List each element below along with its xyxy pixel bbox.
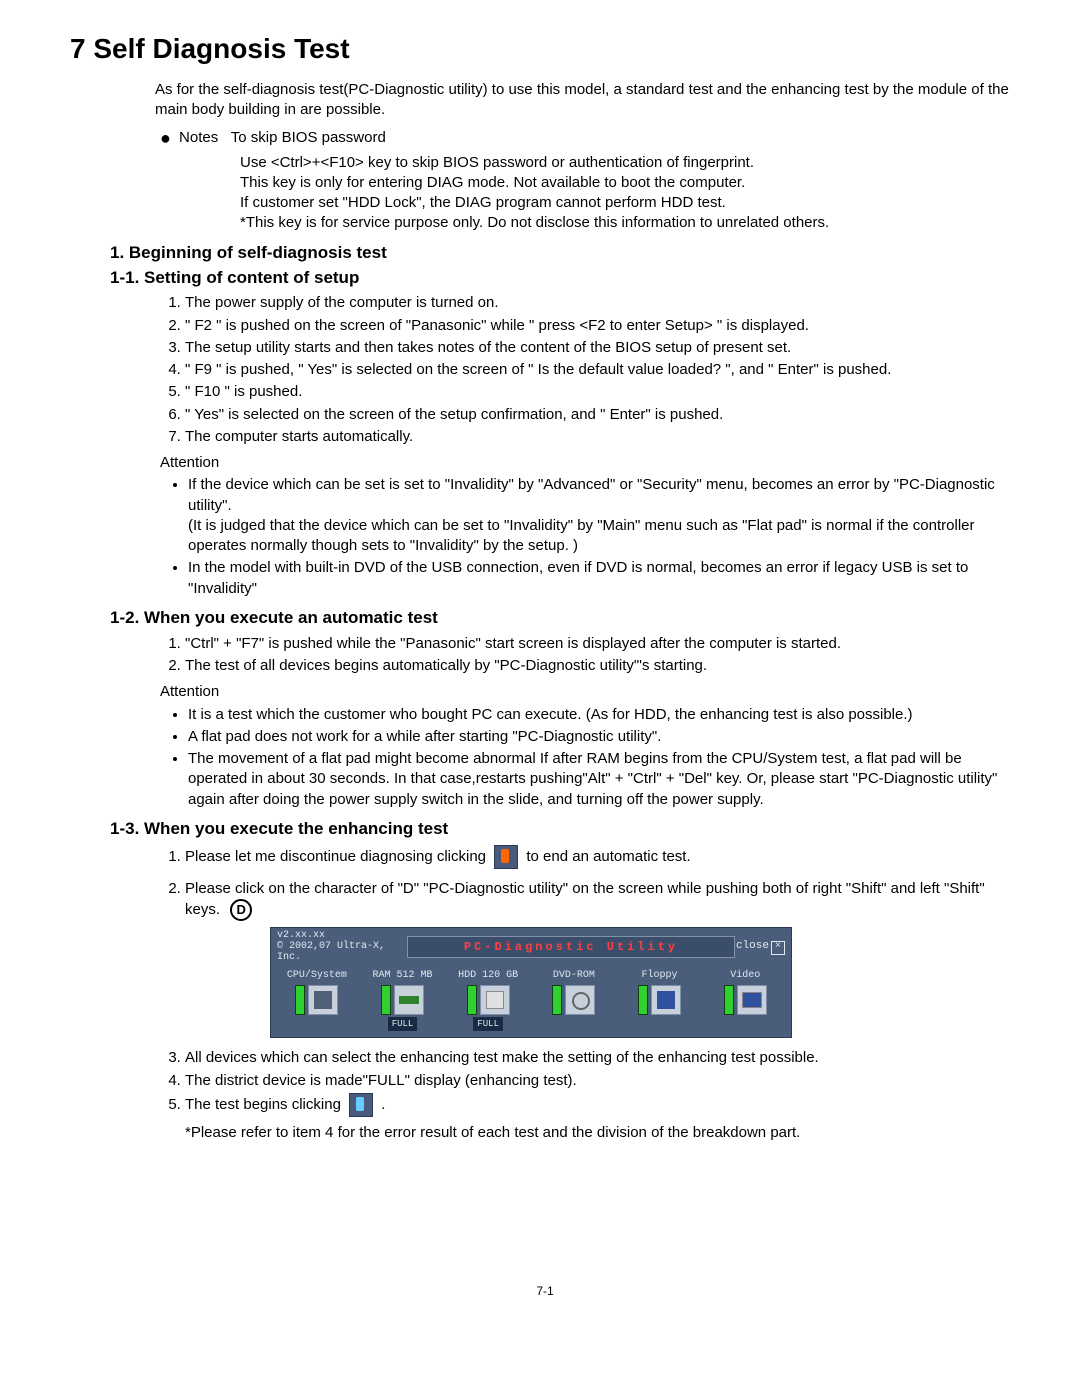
notes-subtitle: To skip BIOS password	[231, 129, 386, 146]
ram-icon	[394, 985, 424, 1015]
step-item: Please let me discontinue diagnosing cli…	[185, 845, 1020, 869]
diag-device-label: CPU/System	[277, 969, 357, 983]
step-text: The test begins clicking	[185, 1096, 341, 1113]
diag-device-label: Video	[705, 969, 785, 983]
bullet-icon: ●	[160, 126, 171, 150]
step-item: " Yes" is selected on the screen of the …	[185, 405, 1020, 425]
subsection-1-2-heading: 1-2. When you execute an automatic test	[110, 607, 1020, 630]
step-item: The district device is made"FULL" displa…	[185, 1071, 1020, 1091]
notes-line: *This key is for service purpose only. D…	[240, 213, 1020, 233]
step-item: The test of all devices begins automatic…	[185, 656, 1020, 676]
diag-device-box	[277, 985, 357, 1015]
attention-label: Attention	[160, 682, 1020, 702]
attention-item: The movement of a flat pad might become …	[188, 749, 1020, 810]
steps-1-1: The power supply of the computer is turn…	[160, 293, 1020, 447]
diag-titlebar: v2.xx.xx © 2002,07 Ultra-X, Inc. PC-Diag…	[271, 928, 791, 965]
floppy-icon	[651, 985, 681, 1015]
diag-device-box	[363, 985, 443, 1015]
step-text: to end an automatic test.	[526, 848, 690, 865]
diag-device-cell[interactable]: RAM 512 MB FULL	[363, 969, 443, 1031]
step-text: .	[381, 1096, 385, 1113]
attention-1-1: If the device which can be set is set to…	[170, 475, 1020, 599]
step-item: The setup utility starts and then takes …	[185, 338, 1020, 358]
led-icon	[467, 985, 477, 1015]
step-item: " F2 " is pushed on the screen of "Panas…	[185, 316, 1020, 336]
attention-item: If the device which can be set is set to…	[188, 475, 1020, 556]
led-icon	[381, 985, 391, 1015]
attention-label: Attention	[160, 453, 1020, 473]
hdd-icon	[480, 985, 510, 1015]
subsection-1-3-heading: 1-3. When you execute the enhancing test	[110, 818, 1020, 841]
diag-device-cell[interactable]: CPU/System	[277, 969, 357, 1031]
step-item: The power supply of the computer is turn…	[185, 293, 1020, 313]
step-item: Please click on the character of "D" "PC…	[185, 879, 1020, 921]
notes-heading: ● Notes To skip BIOS password	[160, 126, 1020, 150]
step-text: Please click on the character of "D" "PC…	[185, 880, 985, 918]
step-item: The computer starts automatically.	[185, 427, 1020, 447]
page-title: 7 Self Diagnosis Test	[70, 30, 1020, 68]
notes-body: Use <Ctrl>+<F10> key to skip BIOS passwo…	[240, 153, 1020, 234]
diag-title[interactable]: PC-Diagnostic Utility	[407, 936, 735, 958]
led-icon	[552, 985, 562, 1015]
diag-device-box	[705, 985, 785, 1015]
step-item: "Ctrl" + "F7" is pushed while the "Panas…	[185, 634, 1020, 654]
diag-device-label: DVD-ROM	[534, 969, 614, 983]
footnote: *Please refer to item 4 for the error re…	[185, 1123, 1020, 1143]
led-icon	[295, 985, 305, 1015]
cpu-icon	[308, 985, 338, 1015]
d-badge-icon: D	[230, 899, 252, 921]
diag-device-label: Floppy	[620, 969, 700, 983]
stop-icon[interactable]	[494, 845, 518, 869]
page-number: 7-1	[70, 1283, 1020, 1299]
steps-1-3-cont: All devices which can select the enhanci…	[160, 1048, 1020, 1117]
diag-device-box	[620, 985, 700, 1015]
diag-device-cell[interactable]: Floppy	[620, 969, 700, 1031]
attention-item: A flat pad does not work for a while aft…	[188, 727, 1020, 747]
close-icon[interactable]: ×	[771, 941, 785, 955]
dvd-icon	[565, 985, 595, 1015]
notes-label: Notes	[179, 129, 218, 146]
notes-line: Use <Ctrl>+<F10> key to skip BIOS passwo…	[240, 153, 1020, 173]
full-badge: FULL	[473, 1017, 503, 1031]
steps-1-3: Please let me discontinue diagnosing cli…	[160, 845, 1020, 921]
diag-device-cell[interactable]: Video	[705, 969, 785, 1031]
full-badge: FULL	[388, 1017, 418, 1031]
diag-device-cell[interactable]: DVD-ROM	[534, 969, 614, 1031]
led-icon	[638, 985, 648, 1015]
run-icon[interactable]	[349, 1093, 373, 1117]
step-item: " F10 " is pushed.	[185, 382, 1020, 402]
steps-1-2: "Ctrl" + "F7" is pushed while the "Panas…	[160, 634, 1020, 677]
intro-text: As for the self-diagnosis test(PC-Diagno…	[155, 80, 1020, 121]
diag-device-label: HDD 120 GB	[448, 969, 528, 983]
diag-copyright: © 2002,07 Ultra-X, Inc.	[277, 941, 407, 963]
step-item: " F9 " is pushed, " Yes" is selected on …	[185, 360, 1020, 380]
notes-line: This key is only for entering DIAG mode.…	[240, 173, 1020, 193]
led-icon	[724, 985, 734, 1015]
diag-version: v2.xx.xx © 2002,07 Ultra-X, Inc.	[277, 930, 407, 963]
subsection-1-1-heading: 1-1. Setting of content of setup	[110, 267, 1020, 290]
notes-line: If customer set "HDD Lock", the DIAG pro…	[240, 193, 1020, 213]
diagnostic-utility-panel: v2.xx.xx © 2002,07 Ultra-X, Inc. PC-Diag…	[270, 927, 792, 1038]
attention-item: It is a test which the customer who boug…	[188, 705, 1020, 725]
close-label: close	[736, 940, 769, 952]
diag-device-cell[interactable]: HDD 120 GB FULL	[448, 969, 528, 1031]
attention-item: In the model with built-in DVD of the US…	[188, 558, 1020, 599]
section-1-heading: 1. Beginning of self-diagnosis test	[110, 242, 1020, 265]
step-item: All devices which can select the enhanci…	[185, 1048, 1020, 1068]
diag-device-box	[534, 985, 614, 1015]
step-item: The test begins clicking .	[185, 1093, 1020, 1117]
step-text: Please let me discontinue diagnosing cli…	[185, 848, 486, 865]
diag-device-label: RAM 512 MB	[363, 969, 443, 983]
diag-version-text: v2.xx.xx	[277, 930, 407, 941]
attention-1-2: It is a test which the customer who boug…	[170, 705, 1020, 810]
diag-devices-row: CPU/System RAM 512 MB FULL HDD 120 GB FULL DV…	[271, 965, 791, 1037]
video-icon	[737, 985, 767, 1015]
diag-close[interactable]: close×	[735, 939, 785, 955]
diag-device-box	[448, 985, 528, 1015]
